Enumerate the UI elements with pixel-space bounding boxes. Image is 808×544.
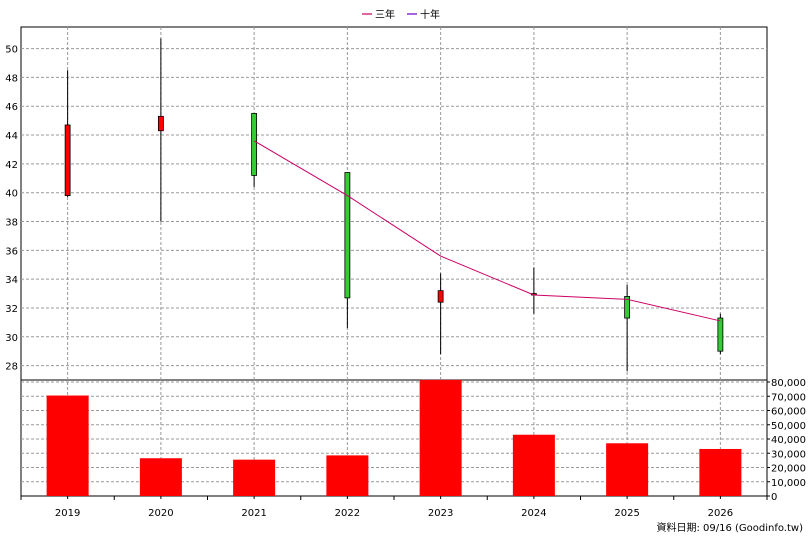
price-plot-frame: [20, 26, 768, 381]
price-y-tick-label: 48: [5, 73, 18, 84]
x-tick-label: 2020: [148, 508, 173, 519]
volume-bar: [699, 448, 742, 496]
volume-y-tick-label: 70,000: [771, 392, 806, 403]
price-y-tick-label: 44: [5, 131, 18, 142]
candle-body: [624, 296, 631, 319]
price-y-tick-label: 34: [5, 275, 18, 286]
x-tick-label: 2022: [335, 508, 360, 519]
volume-y-tick-label: 80,000: [771, 378, 806, 389]
footer-date-label: 資料日期: 09/16 (Goodinfo.tw): [656, 521, 803, 534]
candle-body: [157, 115, 164, 132]
volume-y-axis: 0 10,000 20,000 30,000 40,000 50,000 60,000 70,…: [767, 378, 806, 503]
price-y-tick-label: 32: [5, 304, 18, 315]
x-axis: 2019 2020 2021 2022 2023 2024 2025 2026: [20, 496, 768, 519]
price-y-tick-label: 46: [5, 102, 18, 113]
volume-y-tick-label: 10,000: [771, 478, 806, 489]
legend-label: 十年: [420, 8, 440, 21]
volume-y-tick-label: 30,000: [771, 449, 806, 460]
x-tick-label: 2025: [614, 508, 639, 519]
candle-body: [344, 172, 351, 299]
price-y-tick-label: 30: [5, 333, 18, 344]
price-y-axis: 28 30 32 34 36 38 40 42 44 46 48 50: [5, 45, 18, 373]
volume-panel: 0 10,000 20,000 30,000 40,000 50,000 60,000 70,…: [20, 378, 806, 519]
volume-bar: [139, 458, 182, 496]
legend-label: 三年: [375, 8, 395, 21]
average-lines: [253, 140, 721, 322]
volume-bars: [46, 379, 742, 496]
volume-bar: [46, 395, 89, 496]
price-panel: 28 30 32 34 36 38 40 42 44 46 48 50: [5, 26, 768, 496]
x-tick-label: 2024: [521, 508, 546, 519]
candle-body: [717, 317, 724, 352]
volume-bar: [233, 459, 276, 496]
volume-y-tick-label: 50,000: [771, 421, 806, 432]
volume-bar: [606, 443, 649, 496]
volume-y-tick-label: 60,000: [771, 407, 806, 418]
volume-grid: [20, 380, 768, 497]
candle-body: [251, 113, 258, 176]
price-y-tick-label: 36: [5, 246, 18, 257]
legend: 三年 十年: [362, 8, 440, 21]
volume-bar: [326, 455, 369, 496]
price-y-tick-label: 40: [5, 189, 18, 200]
volume-y-tick-label: 20,000: [771, 464, 806, 475]
price-y-tick-label: 38: [5, 218, 18, 229]
x-tick-label: 2026: [708, 508, 733, 519]
series-line: [253, 140, 721, 322]
x-tick-label: 2019: [55, 508, 80, 519]
candle-body: [64, 124, 71, 196]
volume-y-tick-label: 0: [771, 492, 777, 503]
price-y-tick-label: 42: [5, 160, 18, 171]
volume-bar: [512, 434, 555, 496]
price-y-tick-label: 50: [5, 45, 18, 56]
volume-y-tick-label: 40,000: [771, 435, 806, 446]
x-tick-label: 2021: [241, 508, 266, 519]
candle-body: [437, 290, 444, 303]
price-y-tick-label: 28: [5, 362, 18, 373]
volume-bar: [419, 379, 462, 496]
x-tick-label: 2023: [428, 508, 453, 519]
